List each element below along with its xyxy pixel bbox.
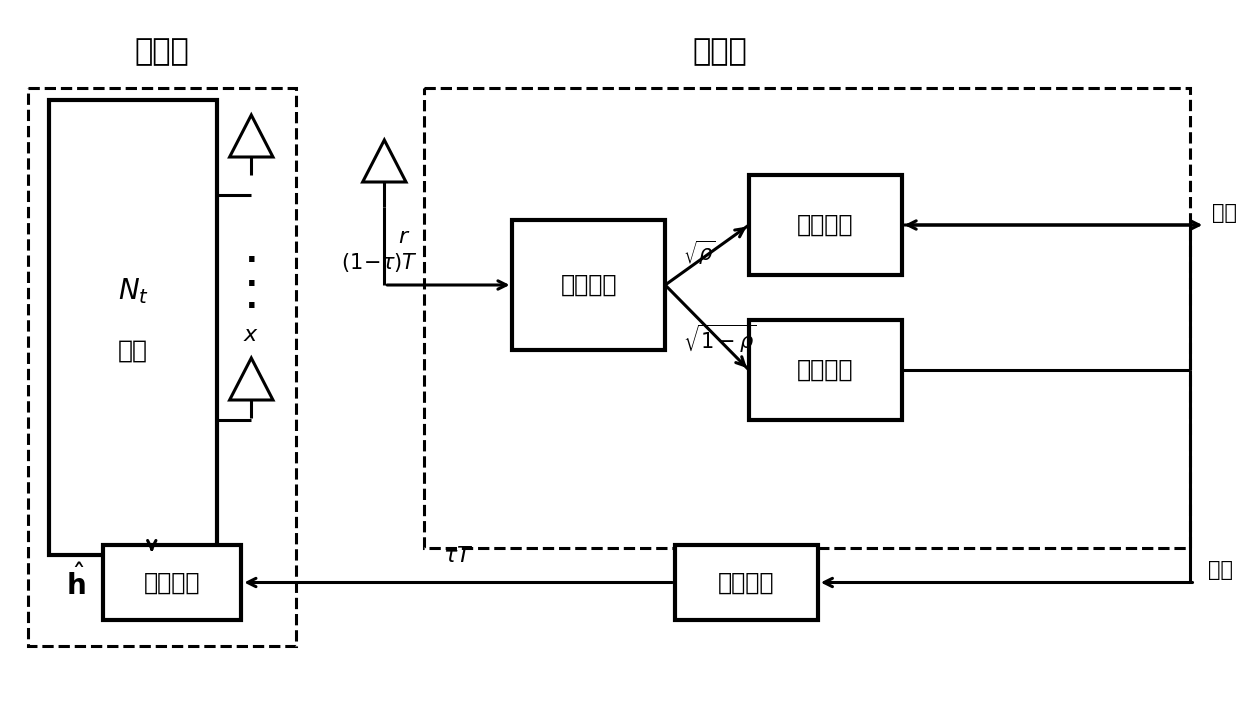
Text: ·: ·: [245, 293, 258, 323]
Text: $N_t$: $N_t$: [118, 276, 149, 306]
Text: ·: ·: [245, 247, 258, 277]
Bar: [424, 88, 1191, 548]
Bar: [50, 100, 217, 555]
Text: $r$: $r$: [398, 227, 410, 247]
Text: $(1\!-\!\tau)T$: $(1\!-\!\tau)T$: [341, 250, 418, 273]
Bar: [748, 320, 902, 420]
Text: 导频: 导频: [1208, 561, 1233, 580]
Text: $\sqrt{\rho}$: $\sqrt{\rho}$: [683, 239, 716, 267]
Bar: [27, 88, 296, 646]
Text: 能量收割: 能量收割: [797, 358, 854, 382]
Text: 发送端: 发送端: [134, 37, 190, 66]
Text: 信道估计: 信道估计: [144, 570, 201, 595]
Bar: [104, 545, 242, 620]
Text: 天线: 天线: [118, 338, 147, 362]
Text: 接收端: 接收端: [693, 37, 747, 66]
Text: 解调: 解调: [1212, 203, 1237, 223]
Bar: [513, 220, 665, 350]
Text: $\sqrt{1-\rho}$: $\sqrt{1-\rho}$: [683, 323, 757, 355]
Text: 上行训练: 上行训练: [719, 570, 774, 595]
Text: 功率分配: 功率分配: [560, 273, 617, 297]
Text: $\tau T$: $\tau T$: [444, 546, 473, 567]
Bar: [675, 545, 818, 620]
Bar: [748, 175, 902, 275]
Text: $x$: $x$: [243, 325, 259, 345]
Text: $\hat{\mathbf{h}}$: $\hat{\mathbf{h}}$: [66, 564, 85, 601]
Text: 信息解调: 信息解调: [797, 213, 854, 237]
Text: ·: ·: [245, 270, 258, 300]
